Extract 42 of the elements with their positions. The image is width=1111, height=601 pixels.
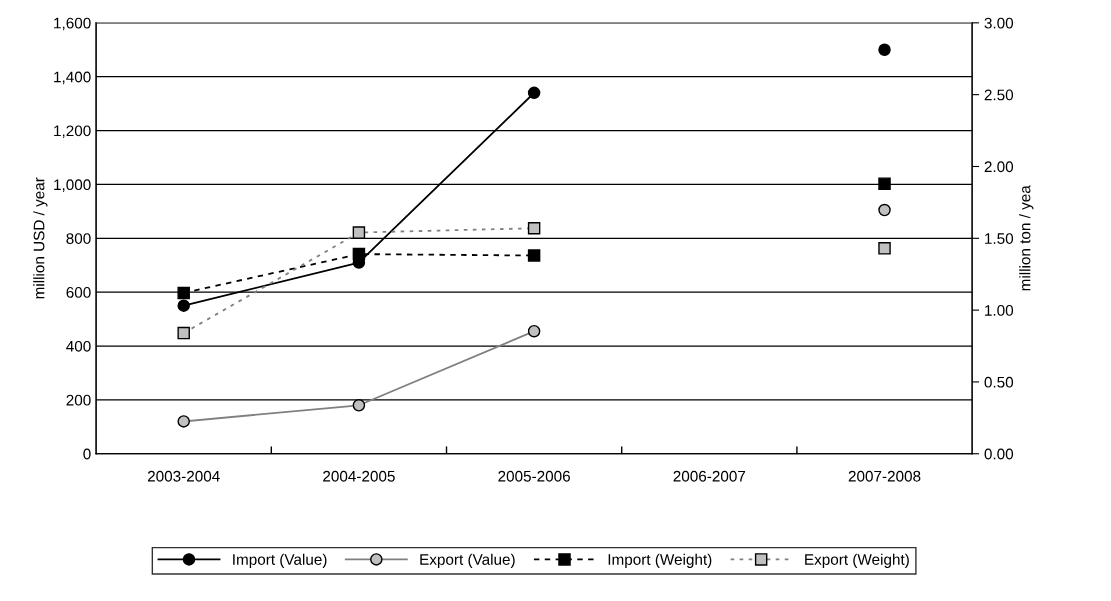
- y2-tick-label: 0.50: [984, 376, 1014, 388]
- x-tick-label: 2005-2006: [498, 470, 570, 482]
- y-tick-label: 0: [83, 448, 91, 460]
- point: [177, 299, 190, 312]
- y2-tick-label: 0.00: [984, 448, 1014, 460]
- y2-tick-label: 2.50: [984, 89, 1014, 101]
- y2-tick-label: 1.00: [985, 304, 1014, 316]
- point: [352, 226, 366, 239]
- y-tick-label: 1,200: [54, 125, 91, 139]
- y-tick-label: 1,000: [54, 179, 91, 192]
- point: [352, 247, 366, 261]
- y2-tick-label: 1.50: [985, 233, 1014, 244]
- point: [527, 221, 541, 235]
- point: [352, 399, 366, 412]
- point: [878, 177, 891, 190]
- legend-label: Export (Value): [420, 553, 515, 568]
- y-tick-label: 400: [66, 340, 91, 352]
- point: [177, 286, 190, 300]
- x-tick-label: 2004-2005: [323, 470, 395, 482]
- legend-label: Export (Weight): [805, 553, 909, 568]
- legend-label: Import (Weight): [608, 553, 712, 568]
- y2-tick-label: 3.00: [984, 17, 1014, 29]
- point: [878, 43, 891, 57]
- y-tick-label: 1,600: [54, 17, 91, 31]
- point: [527, 86, 541, 100]
- point: [527, 249, 541, 262]
- point: [177, 415, 190, 428]
- y-axis-title: million USD / year: [33, 177, 48, 299]
- point: [527, 324, 541, 338]
- y-tick-label: 600: [66, 287, 91, 298]
- x-tick-label: 2003-2004: [147, 470, 220, 482]
- y-tick-label: 200: [66, 394, 91, 406]
- legend-label: Import (Value): [233, 553, 327, 568]
- x-tick-label: 2006-2007: [673, 470, 746, 482]
- y2-axis-title: million ton / yea: [1019, 185, 1034, 291]
- point: [878, 203, 891, 217]
- y-tick-label: 1,400: [54, 71, 91, 85]
- point: [177, 326, 190, 340]
- y-tick-label: 800: [66, 233, 91, 244]
- y2-tick-label: 2.00: [984, 161, 1014, 173]
- point: [878, 242, 891, 255]
- x-tick-label: 2007-2008: [848, 470, 921, 482]
